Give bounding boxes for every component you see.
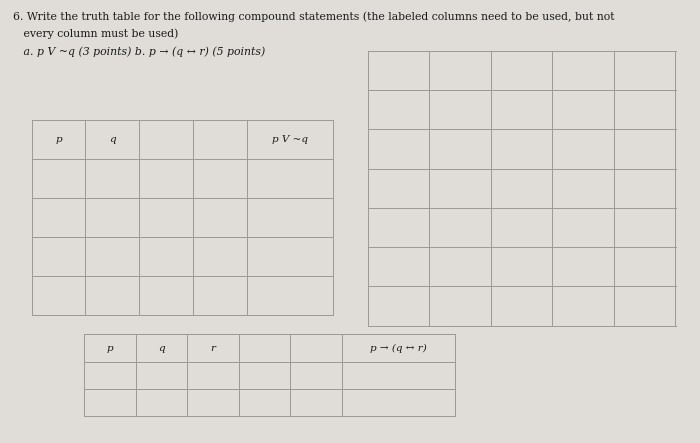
Text: p → (q ↔ r): p → (q ↔ r)	[370, 344, 427, 353]
Text: q: q	[108, 135, 116, 144]
Text: a. p V ~q (3 points) b. p → (q ↔ r) (5 points): a. p V ~q (3 points) b. p → (q ↔ r) (5 p…	[13, 47, 265, 57]
Text: every column must be used): every column must be used)	[13, 29, 178, 39]
Text: p: p	[55, 135, 62, 144]
Text: q: q	[158, 344, 164, 353]
Text: r: r	[210, 344, 216, 353]
Text: 6. Write the truth table for the following compound statements (the labeled colu: 6. Write the truth table for the followi…	[13, 11, 614, 22]
Text: p: p	[106, 344, 113, 353]
Text: p V ~q: p V ~q	[272, 135, 307, 144]
